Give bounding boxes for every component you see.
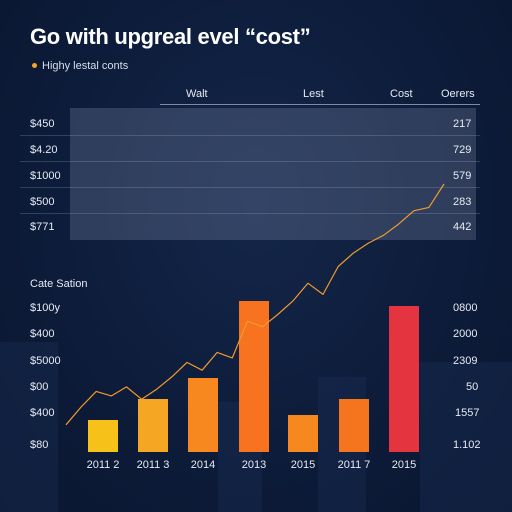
background-column	[0, 342, 58, 512]
bar	[188, 378, 218, 452]
table-panel	[70, 108, 476, 240]
row-divider	[20, 135, 480, 136]
y-tick-right: 2309	[453, 355, 478, 367]
row-value: 217	[453, 118, 472, 130]
x-tick-label: 2014	[190, 459, 216, 471]
row-label: $4.20	[30, 144, 58, 156]
row-divider	[20, 187, 480, 188]
y-tick-left: $80	[30, 439, 49, 451]
header-rule	[160, 104, 480, 105]
y-tick-right: 1557	[455, 407, 480, 419]
row-value: 283	[453, 196, 472, 208]
bar	[339, 399, 369, 452]
x-tick-label: 2011 2	[86, 459, 120, 471]
y-tick-right: 50	[466, 381, 479, 393]
y-tick-left: $5000	[30, 355, 61, 367]
trend-line	[65, 183, 445, 426]
y-tick-left: $00	[30, 381, 49, 393]
y-tick-right: 1.102	[453, 439, 481, 451]
background-column	[420, 362, 512, 512]
column-header: Walt	[186, 88, 208, 100]
y-tick-left: $400	[30, 407, 55, 419]
x-tick-label: 2015	[290, 459, 316, 471]
column-header: Lest	[303, 88, 324, 100]
legend: Highy lestal conts	[32, 60, 128, 72]
x-tick-label: 2013	[241, 459, 267, 471]
row-label: $450	[30, 118, 55, 130]
row-label: $1000	[30, 170, 61, 182]
bar	[138, 399, 168, 452]
column-header: Oerers	[441, 88, 475, 100]
y-tick-left: $400	[30, 328, 55, 340]
x-tick-label: 2011 3	[136, 459, 170, 471]
row-value: 579	[453, 170, 472, 182]
row-value: 729	[453, 144, 472, 156]
legend-label: Highy lestal conts	[42, 60, 129, 72]
row-label: $771	[30, 221, 55, 233]
y-tick-right: 0800	[453, 302, 478, 314]
x-tick-label: 2011 7	[337, 459, 371, 471]
y-tick-left: $100y	[30, 302, 60, 314]
row-divider	[20, 213, 480, 214]
column-header: Cost	[390, 88, 413, 100]
section-label: Cate Sation	[30, 278, 88, 290]
row-divider	[20, 161, 480, 162]
chart-title: Go with upgreal evel “cost”	[30, 24, 311, 49]
legend-swatch	[32, 62, 37, 68]
row-label: $500	[30, 196, 55, 208]
bar	[389, 306, 419, 452]
bar	[88, 420, 118, 452]
row-value: 442	[453, 221, 472, 233]
y-tick-right: 2000	[453, 328, 478, 340]
x-tick-label: 2015	[391, 459, 417, 471]
bar	[288, 415, 318, 452]
